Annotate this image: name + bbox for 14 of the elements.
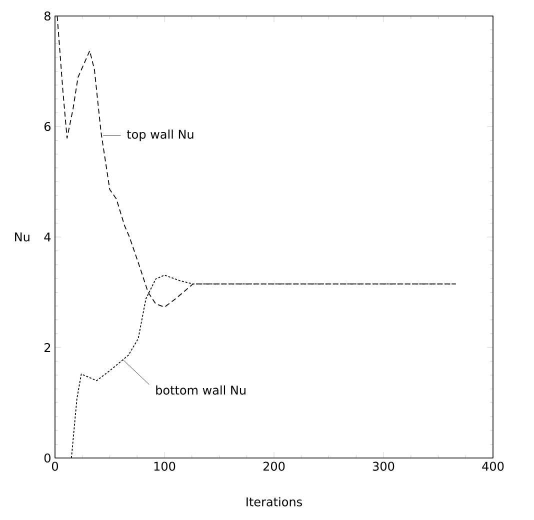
y-axis-title: Nu bbox=[15, 232, 30, 242]
y-tick-label: 8 bbox=[44, 11, 50, 21]
x-tick-label: 200 bbox=[263, 462, 285, 471]
annotation: bottom wall Nu bbox=[156, 385, 246, 395]
y-tick-label: 4 bbox=[44, 232, 51, 242]
annotation: top wall Nu bbox=[126, 130, 194, 142]
x-tick-label: 300 bbox=[372, 462, 394, 471]
x-axis-title: Iterations bbox=[246, 497, 302, 506]
x-tick-label: 0 bbox=[52, 462, 58, 471]
y-tick-label: 2 bbox=[44, 343, 50, 352]
x-tick-label: 400 bbox=[482, 462, 504, 471]
y-tick-label: 6 bbox=[44, 122, 51, 132]
x-tick-label: 100 bbox=[154, 462, 176, 471]
y-tick-label: 0 bbox=[44, 453, 50, 463]
